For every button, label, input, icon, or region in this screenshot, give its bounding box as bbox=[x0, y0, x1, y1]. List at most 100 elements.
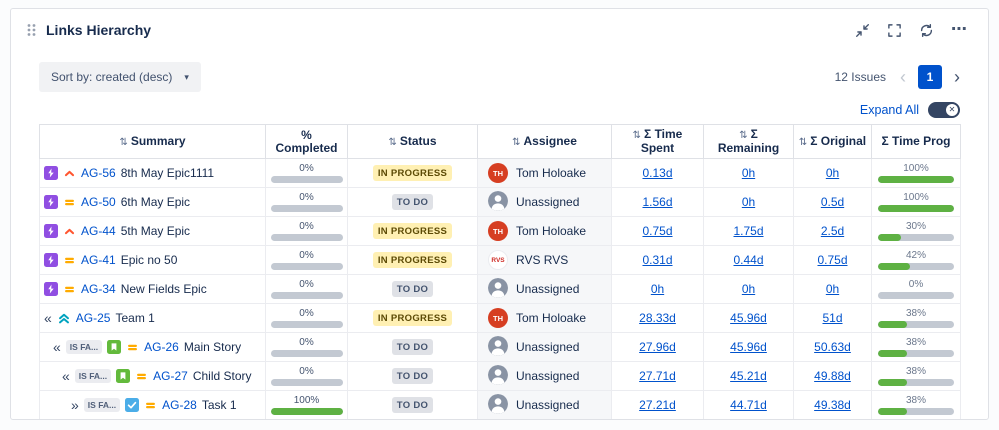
priority-medium-icon bbox=[63, 254, 76, 267]
toggle-knob-x-icon: ✕ bbox=[946, 104, 958, 116]
sort-icon: ⇅ bbox=[632, 130, 642, 141]
assignee-name: Unassigned bbox=[516, 398, 580, 412]
time-spent-link[interactable]: 0h bbox=[650, 282, 665, 296]
time-spent-link[interactable]: 28.33d bbox=[639, 311, 676, 325]
priority-medium-icon bbox=[135, 370, 148, 383]
completed-percent: 0% bbox=[299, 366, 314, 377]
prev-page-icon[interactable]: ‹ bbox=[900, 67, 906, 87]
assignee-name: Tom Holoake bbox=[516, 166, 587, 180]
original-link[interactable]: 49.38d bbox=[814, 398, 851, 412]
completed-progress-bar bbox=[270, 408, 343, 415]
time-spent-link[interactable]: 27.21d bbox=[639, 398, 676, 412]
col-header-assignee[interactable]: ⇅ Assignee bbox=[477, 124, 612, 159]
col-header-remaining[interactable]: ⇅ Σ Remaining bbox=[703, 124, 794, 159]
remaining-link[interactable]: 45.96d bbox=[730, 340, 767, 354]
status-badge: IN PROGRESS bbox=[372, 310, 453, 327]
remaining-link[interactable]: 0h bbox=[741, 282, 756, 296]
status-badge: IN PROGRESS bbox=[372, 165, 453, 182]
time-spent-link[interactable]: 0.31d bbox=[642, 253, 673, 267]
status-badge: IN PROGRESS bbox=[372, 252, 453, 269]
time-progress-percent: 38% bbox=[905, 395, 926, 406]
col-header-time-spent[interactable]: ⇅ Σ Time Spent bbox=[611, 124, 704, 159]
col-header-completed[interactable]: % Completed bbox=[265, 124, 348, 159]
original-link[interactable]: 49.88d bbox=[814, 369, 851, 383]
col-header-time-prog[interactable]: Σ Time Prog bbox=[871, 124, 961, 159]
drag-handle-icon[interactable] bbox=[27, 23, 36, 37]
issue-key-link[interactable]: AG-41 bbox=[81, 253, 116, 267]
issue-key-link[interactable]: AG-50 bbox=[81, 195, 116, 209]
completed-progress-bar bbox=[270, 379, 343, 386]
remaining-link[interactable]: 45.21d bbox=[730, 369, 767, 383]
expand-all-toggle[interactable]: ✕ bbox=[928, 102, 960, 118]
panel-title: Links Hierarchy bbox=[46, 22, 152, 38]
issue-key-link[interactable]: AG-56 bbox=[81, 166, 116, 180]
assignee-name: Tom Holoake bbox=[516, 311, 587, 325]
issue-summary: 5th May Epic bbox=[120, 224, 191, 238]
priority-highest-icon bbox=[63, 225, 76, 238]
issue-key-link[interactable]: AG-27 bbox=[153, 369, 188, 383]
expand-all-link[interactable]: Expand All bbox=[859, 103, 919, 117]
original-link[interactable]: 0h bbox=[825, 166, 840, 180]
sort-by-dropdown[interactable]: Sort by: created (desc) ▾ bbox=[39, 62, 201, 92]
status-badge: TO DO bbox=[391, 368, 434, 385]
team-icon bbox=[57, 311, 71, 325]
priority-medium-icon bbox=[63, 283, 76, 296]
time-spent-link[interactable]: 27.71d bbox=[639, 369, 676, 383]
fullscreen-icon[interactable] bbox=[887, 23, 902, 38]
task-icon bbox=[125, 398, 140, 412]
col-header-status[interactable]: ⇅ Status bbox=[347, 124, 478, 159]
issues-count: 12 Issues bbox=[834, 70, 886, 84]
remaining-link[interactable]: 45.96d bbox=[730, 311, 767, 325]
issue-summary: 6th May Epic bbox=[120, 195, 191, 209]
time-spent-link[interactable]: 1.56d bbox=[642, 195, 673, 209]
completed-progress-bar bbox=[270, 321, 343, 328]
issue-summary: New Fields Epic bbox=[120, 282, 207, 296]
remaining-link[interactable]: 1.75d bbox=[733, 224, 764, 238]
expand-chevron[interactable]: « bbox=[44, 310, 52, 326]
time-spent-link[interactable]: 0.75d bbox=[642, 224, 673, 238]
original-link[interactable]: 51d bbox=[822, 311, 843, 325]
remaining-link[interactable]: 0.44d bbox=[733, 253, 764, 267]
page-number[interactable]: 1 bbox=[918, 65, 942, 89]
remaining-link[interactable]: 44.71d bbox=[730, 398, 767, 412]
sort-icon: ⇅ bbox=[739, 130, 748, 141]
table-body: AG-56 8th May Epic1111 0% IN PROGRESS TH… bbox=[39, 158, 961, 419]
collapse-icon[interactable] bbox=[855, 23, 870, 38]
more-icon[interactable]: ⋯ bbox=[951, 21, 968, 38]
sort-icon: ⇅ bbox=[512, 136, 521, 148]
original-link[interactable]: 50.63d bbox=[814, 340, 851, 354]
expand-chevron[interactable]: « bbox=[53, 339, 61, 355]
issue-summary: Task 1 bbox=[201, 398, 237, 412]
links-table: ⇅ Summary % Completed ⇅ Status ⇅ Assignee ⇅… bbox=[39, 124, 961, 419]
link-type-badge: IS FA... bbox=[83, 398, 121, 412]
col-header-original[interactable]: ⇅ Σ Original bbox=[793, 124, 872, 159]
expand-chevron[interactable]: « bbox=[62, 368, 70, 384]
issue-key-link[interactable]: AG-26 bbox=[144, 340, 179, 354]
col-header-summary[interactable]: ⇅ Summary bbox=[39, 124, 266, 159]
refresh-icon[interactable] bbox=[919, 23, 934, 38]
original-link[interactable]: 2.5d bbox=[820, 224, 845, 238]
unassigned-avatar bbox=[488, 277, 508, 301]
issue-key-link[interactable]: AG-44 bbox=[81, 224, 116, 238]
expand-chevron[interactable]: » bbox=[71, 397, 79, 413]
next-page-icon[interactable]: › bbox=[954, 67, 960, 87]
original-link[interactable]: 0.75d bbox=[817, 253, 848, 267]
status-badge: TO DO bbox=[391, 194, 434, 211]
priority-medium-icon bbox=[126, 341, 139, 354]
panel-header: Links Hierarchy ⋯ bbox=[11, 9, 988, 38]
issue-key-link[interactable]: AG-28 bbox=[162, 398, 197, 412]
time-spent-link[interactable]: 27.96d bbox=[639, 340, 676, 354]
original-link[interactable]: 0.5d bbox=[820, 195, 845, 209]
time-progress-bar bbox=[878, 292, 954, 299]
issue-key-link[interactable]: AG-34 bbox=[81, 282, 116, 296]
unassigned-avatar bbox=[488, 190, 508, 214]
priority-medium-icon bbox=[144, 399, 157, 412]
remaining-link[interactable]: 0h bbox=[741, 195, 756, 209]
table-row: AG-50 6th May Epic 0% TO DO Unassigned 1… bbox=[39, 187, 961, 217]
issue-key-link[interactable]: AG-25 bbox=[75, 311, 111, 325]
time-spent-link[interactable]: 0.13d bbox=[642, 166, 673, 180]
original-link[interactable]: 0h bbox=[825, 282, 840, 296]
remaining-link[interactable]: 0h bbox=[741, 166, 756, 180]
time-progress-percent: 38% bbox=[905, 337, 926, 348]
table-header-row: ⇅ Summary % Completed ⇅ Status ⇅ Assignee ⇅… bbox=[39, 124, 961, 159]
